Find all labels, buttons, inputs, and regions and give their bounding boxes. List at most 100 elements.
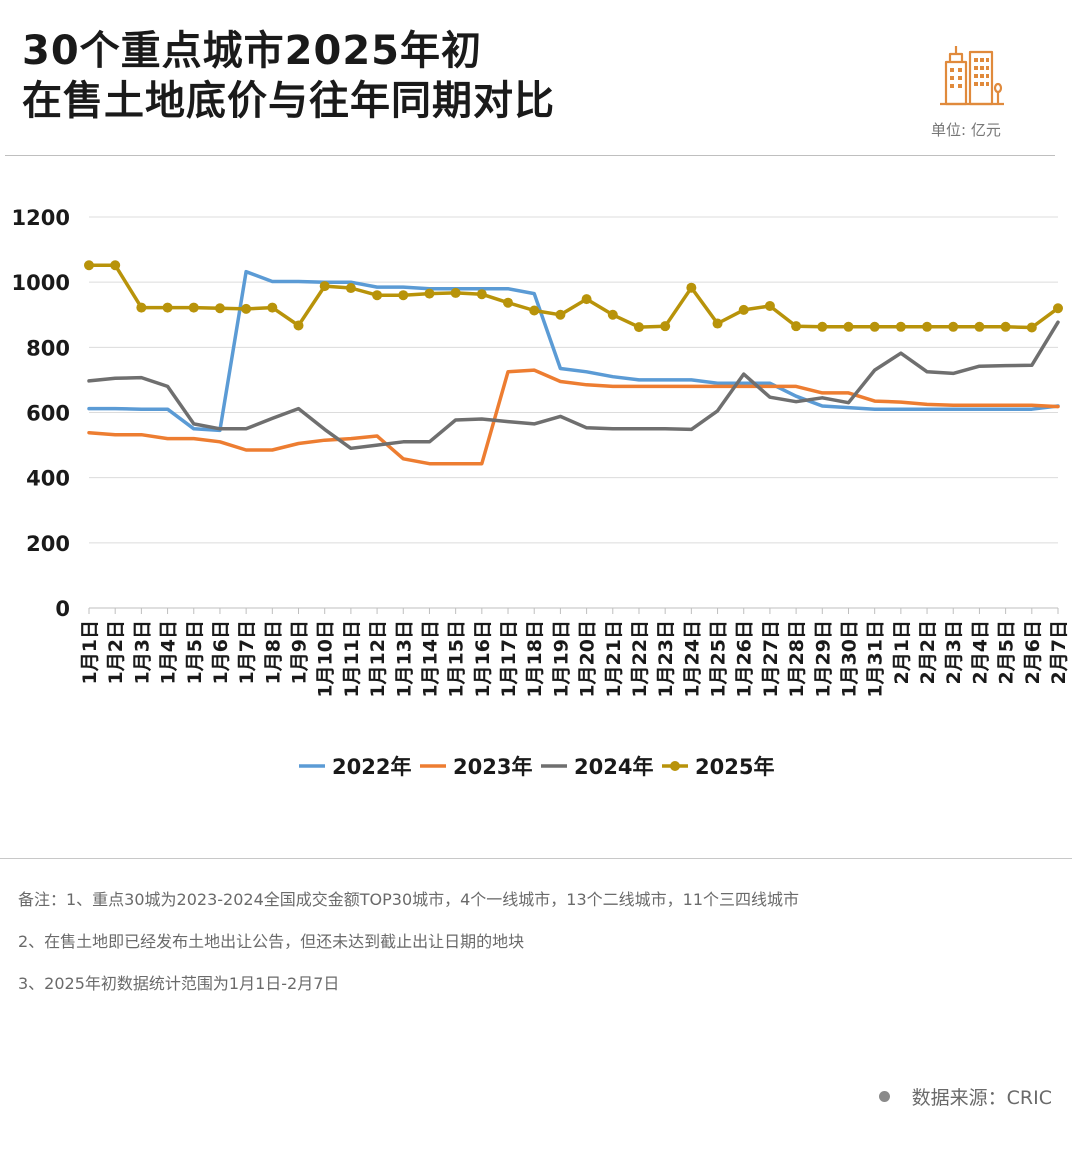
data-point	[424, 288, 435, 299]
legend-label: 2024年	[574, 755, 653, 779]
x-tick-label: 1月28日	[786, 620, 808, 698]
x-tick-label: 2月6日	[1022, 620, 1044, 684]
data-point	[738, 304, 749, 315]
data-point	[633, 322, 644, 333]
x-tick-label: 1月17日	[498, 620, 520, 698]
data-point	[267, 302, 278, 313]
x-tick-label: 1月19日	[550, 620, 572, 698]
data-point	[503, 297, 514, 308]
data-point	[974, 321, 985, 332]
chart-title-line1: 30个重点城市2025年初	[22, 28, 482, 74]
x-tick-label: 1月11日	[341, 620, 363, 698]
data-point	[84, 260, 94, 271]
source-line: 数据来源：CRIC	[878, 1083, 1052, 1110]
data-point	[817, 321, 828, 332]
x-tick-label: 1月7日	[236, 620, 258, 684]
x-tick-label: 1月8日	[262, 620, 284, 684]
data-point	[660, 321, 671, 332]
note-3: 3、2025年初数据统计范围为1月1日-2月7日	[18, 974, 340, 993]
title-block: 30个重点城市2025年初 在售土地底价与往年同期对比	[22, 26, 555, 126]
x-tick-label: 1月10日	[315, 620, 337, 698]
x-tick-label: 1月20日	[577, 620, 599, 698]
data-point	[476, 289, 487, 300]
x-tick-label: 1月29日	[812, 620, 834, 698]
y-tick-label: 1000	[12, 271, 70, 295]
series-line-2023年	[87, 368, 1060, 466]
data-point	[869, 321, 880, 332]
y-tick-label: 600	[26, 402, 70, 426]
x-tick-label: 2月4日	[969, 620, 991, 684]
divider-bottom	[0, 858, 1072, 859]
data-point	[162, 302, 173, 313]
series-line-2025年	[87, 263, 1060, 330]
series-line-2022年	[87, 269, 1060, 433]
data-point	[948, 321, 959, 332]
y-tick-label: 0	[55, 597, 70, 621]
data-point	[319, 281, 330, 292]
unit-label: 单位: 亿元	[931, 121, 1001, 139]
data-point	[136, 302, 147, 313]
data-point	[1053, 303, 1063, 314]
data-point	[555, 309, 566, 320]
x-tick-label: 1月23日	[655, 620, 677, 698]
legend-marker	[670, 761, 680, 771]
x-tick-label: 1月30日	[838, 620, 860, 698]
legend-label: 2025年	[695, 755, 774, 779]
notes: 备注：1、重点30城为2023-2024全国成交金额TOP30城市，4个一线城市…	[18, 886, 799, 1012]
data-point	[345, 283, 356, 294]
x-tick-label: 1月21日	[603, 620, 625, 698]
x-tick-label: 1月5日	[184, 620, 206, 684]
series-line-2024年	[87, 320, 1060, 451]
data-point	[529, 305, 540, 316]
x-tick-label: 2月2日	[917, 620, 939, 684]
x-tick-label: 1月1日	[79, 620, 101, 684]
source-text: 数据来源：CRIC	[911, 1087, 1052, 1109]
x-tick-label: 1月3日	[131, 620, 153, 684]
x-tick-label: 1月22日	[629, 620, 651, 698]
data-point	[791, 321, 802, 332]
y-tick-label: 200	[26, 532, 70, 556]
note-2: 2、在售土地即已经发布土地出让公告，但还未达到截止出让日期的地块	[18, 932, 525, 951]
x-tick-label: 1月26日	[734, 620, 756, 698]
data-point	[922, 321, 933, 332]
y-tick-label: 400	[26, 467, 70, 491]
x-tick-label: 1月12日	[367, 620, 389, 698]
data-point	[843, 321, 854, 332]
x-tick-label: 2月5日	[996, 620, 1018, 684]
x-tick-label: 2月7日	[1048, 620, 1070, 684]
data-point	[764, 300, 775, 311]
data-point	[581, 294, 592, 305]
data-point	[607, 309, 618, 320]
y-tick-label: 800	[26, 336, 70, 360]
data-point	[188, 302, 199, 313]
x-tick-label: 1月18日	[524, 620, 546, 698]
x-tick-label: 1月24日	[681, 620, 703, 698]
data-point	[895, 321, 906, 332]
note-1: 备注：1、重点30城为2023-2024全国成交金额TOP30城市，4个一线城市…	[18, 890, 800, 909]
data-point	[110, 260, 121, 271]
x-tick-label: 1月31日	[865, 620, 887, 698]
x-tick-label: 1月27日	[760, 620, 782, 698]
x-tick-label: 2月3日	[943, 620, 965, 684]
data-point	[398, 290, 409, 301]
data-point	[1026, 322, 1037, 333]
legend-label: 2022年	[332, 755, 411, 779]
y-tick-label: 1200	[12, 206, 70, 230]
data-point	[686, 282, 697, 293]
line-chart: 0 200 400 600 800 1000 1200 1月1日 1月2日 1月3日 1月4日 1月5…	[12, 206, 1070, 779]
data-point	[1000, 321, 1011, 332]
x-tick-label: 1月9日	[289, 620, 311, 684]
data-point	[712, 318, 723, 329]
chart-title-line2: 在售土地底价与往年同期对比	[22, 78, 555, 124]
divider-top	[5, 155, 1055, 156]
legend-label: 2023年	[453, 755, 532, 779]
bullet-dot-icon	[878, 1091, 890, 1102]
x-tick-label: 1月4日	[158, 620, 180, 684]
data-point	[293, 320, 304, 331]
x-tick-label: 1月15日	[446, 620, 468, 698]
x-tick-label: 1月13日	[393, 620, 415, 698]
buildings-icon	[940, 46, 1004, 106]
data-point	[450, 287, 461, 298]
data-point	[241, 303, 252, 314]
x-tick-label: 1月14日	[419, 620, 441, 698]
